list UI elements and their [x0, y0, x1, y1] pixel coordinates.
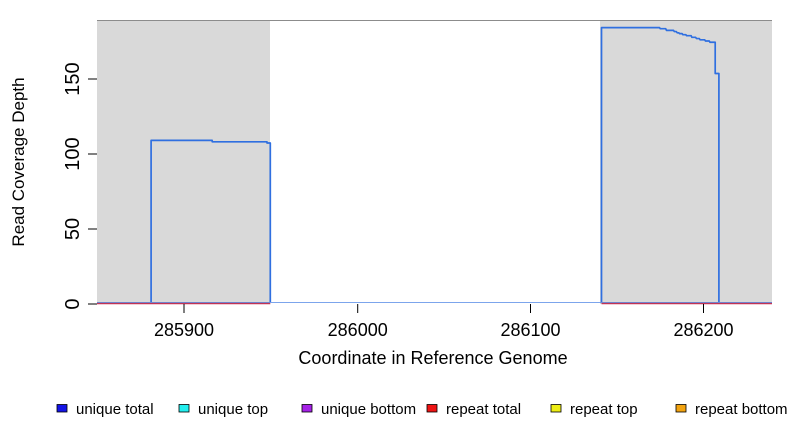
- svg-text:286000: 286000: [328, 320, 388, 340]
- svg-text:repeat bottom: repeat bottom: [695, 401, 788, 418]
- svg-text:repeat top: repeat top: [570, 401, 638, 418]
- svg-text:50: 50: [62, 218, 84, 240]
- svg-text:unique bottom: unique bottom: [321, 401, 416, 418]
- svg-text:repeat total: repeat total: [446, 401, 521, 418]
- svg-text:unique total: unique total: [76, 401, 154, 418]
- svg-text:Read Coverage Depth: Read Coverage Depth: [9, 77, 28, 246]
- svg-text:100: 100: [62, 137, 84, 170]
- svg-text:285900: 285900: [154, 320, 214, 340]
- svg-text:150: 150: [62, 62, 84, 95]
- svg-text:unique top: unique top: [198, 401, 268, 418]
- svg-text:286200: 286200: [673, 320, 733, 340]
- svg-text:0: 0: [62, 298, 84, 309]
- svg-text:286100: 286100: [500, 320, 560, 340]
- svg-text:Coordinate in Reference Genome: Coordinate in Reference Genome: [298, 348, 567, 368]
